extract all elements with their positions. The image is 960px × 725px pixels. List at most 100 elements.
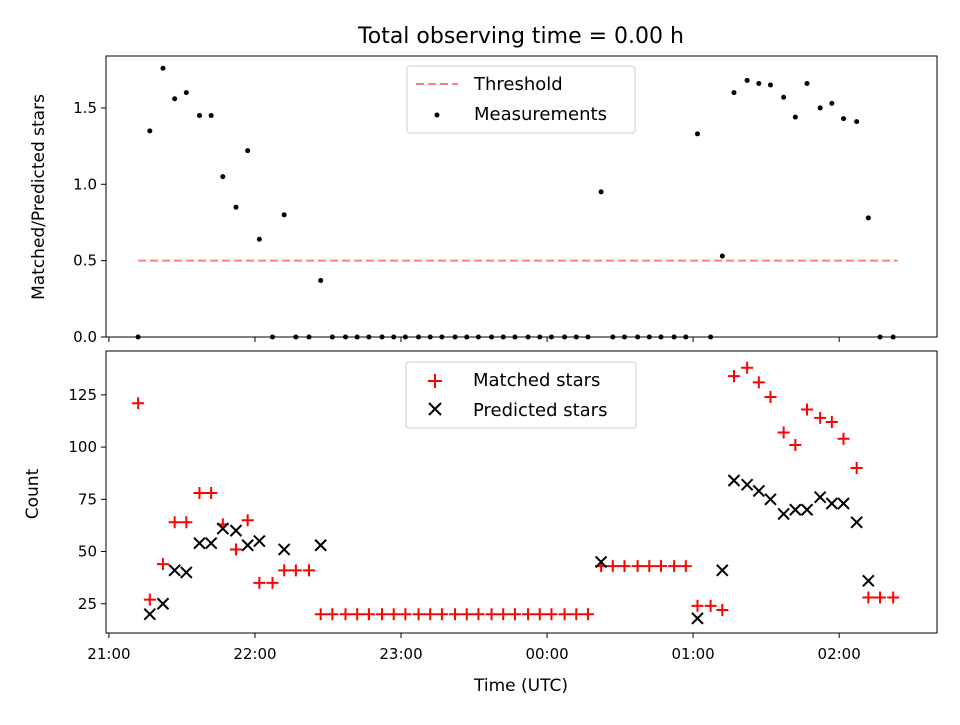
bottom-y-tick-label: 25 (78, 595, 97, 613)
bottom-legend-box (405, 361, 637, 429)
bottom-marks (132, 361, 900, 625)
bottom-y-tick-label: 50 (78, 543, 97, 561)
matched-point (180, 516, 193, 529)
predicted-point (241, 539, 254, 552)
matched-point (156, 558, 169, 571)
matched-point (168, 516, 181, 529)
matched-point (606, 560, 619, 573)
matched-point (752, 376, 765, 389)
predicted-point (193, 536, 206, 550)
measurement-point (768, 82, 774, 88)
x-tick-label: 23:00 (379, 645, 422, 663)
matched-legend-swatch (428, 374, 442, 388)
predicted-point (727, 474, 741, 487)
matched-point (449, 608, 462, 621)
measurement-point (744, 77, 750, 83)
measurement-point (817, 105, 823, 111)
measurement-point (756, 80, 762, 86)
bottom-x-ticks: 21:00 22:00 23:00 00:00 01:00 02:00 (87, 633, 861, 663)
matched-point (266, 576, 279, 589)
measurement-point (694, 131, 700, 137)
predicted-point (253, 534, 266, 548)
measurement-point (172, 96, 178, 102)
top-y-tick-label: 0.5 (73, 252, 97, 270)
predicted-point (143, 607, 157, 621)
measurement-point (865, 215, 871, 221)
top-legend-label-threshold: Threshold (473, 74, 563, 95)
bottom-y-tick-label: 100 (68, 438, 97, 456)
measurement-point (841, 116, 847, 122)
predicted-point (180, 566, 193, 579)
measurement-point (731, 90, 737, 96)
matched-point (497, 608, 510, 621)
bottom-y-axis-label: Count (23, 468, 43, 519)
x-tick-label: 21:00 (87, 645, 130, 663)
measurement-point (854, 119, 860, 125)
bottom-legend: Matched stars Predicted stars (405, 361, 637, 429)
x-tick-label: 02:00 (818, 645, 861, 663)
predicted-point (168, 564, 181, 577)
measurement-point (220, 174, 226, 180)
predicted-point (716, 564, 729, 577)
matched-point (704, 599, 717, 612)
predicted-point (216, 522, 230, 535)
x-tick-label: 22:00 (233, 645, 276, 663)
matched-point (874, 591, 887, 604)
measurement-point (829, 100, 835, 106)
matched-point (460, 608, 473, 621)
matched-point (424, 608, 437, 621)
predicted-point (850, 516, 863, 529)
measurement-point (318, 277, 324, 283)
top-legend: Threshold Measurements (406, 65, 636, 134)
top-y-axis-label: Matched/Predicted stars (29, 94, 49, 300)
matched-point (545, 608, 558, 621)
predicted-point (740, 478, 754, 491)
top-plot-frame (105, 55, 938, 338)
matched-point (837, 432, 850, 445)
predicted-point (594, 555, 608, 569)
matched-point (862, 591, 875, 604)
predicted-point (314, 539, 327, 552)
bottom-y-tick-label: 125 (68, 386, 97, 404)
bottom-legend-label-predicted: Predicted stars (473, 400, 607, 421)
predicted-point (837, 497, 850, 510)
measurement-point (792, 114, 798, 120)
predicted-point (800, 503, 814, 516)
matched-point (303, 564, 316, 577)
predicted-point (764, 493, 777, 506)
matched-point (205, 487, 218, 500)
matched-point (691, 599, 704, 612)
matched-point (716, 604, 729, 617)
top-y-tick-label: 0.0 (73, 328, 97, 346)
measurement-point (233, 204, 239, 210)
matched-point (570, 608, 583, 621)
predicted-point (789, 503, 802, 516)
matched-point (193, 487, 206, 500)
matched-point (727, 370, 740, 383)
bottom-legend-label-matched: Matched stars (473, 370, 600, 391)
matched-point (253, 576, 266, 589)
matched-point (508, 608, 521, 621)
matched-point (387, 608, 400, 621)
chart-title: Total observing time = 0.00 h (357, 24, 684, 49)
measurement-point (804, 80, 810, 86)
measurement-point (183, 90, 189, 96)
predicted-point (813, 491, 827, 504)
top-y-tick-label: 1.0 (73, 175, 97, 193)
top-y-tick-label: 1.5 (73, 99, 97, 117)
matched-point (631, 560, 644, 573)
predicted-point (229, 524, 243, 537)
matched-point (339, 608, 352, 621)
matched-point (351, 608, 364, 621)
matched-point (643, 560, 656, 573)
matched-point (850, 461, 863, 474)
matched-point (376, 608, 389, 621)
matched-point (143, 593, 156, 606)
matched-point (887, 591, 900, 604)
matched-point (618, 560, 631, 573)
matched-point (764, 390, 777, 403)
matched-point (326, 608, 339, 621)
matched-point (435, 608, 448, 621)
predicted-point (204, 536, 218, 550)
